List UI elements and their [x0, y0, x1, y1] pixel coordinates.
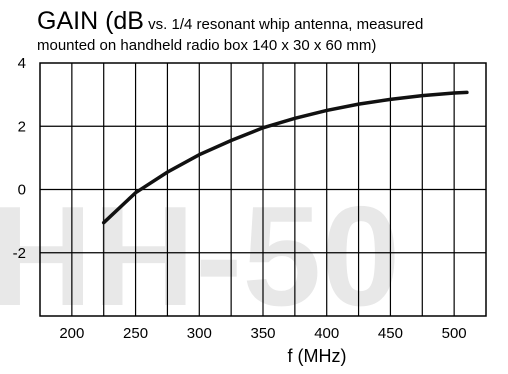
x-tick-label: 400 — [314, 325, 339, 342]
x-tick-label: 200 — [59, 325, 84, 342]
plot-frame — [39, 62, 487, 317]
y-tick-label: 2 — [18, 118, 26, 135]
chart-title-main: GAIN (dB — [37, 7, 144, 35]
watermark-text: HH-50 — [0, 177, 400, 336]
y-tick-label: -2 — [13, 245, 26, 262]
x-tick-label: 300 — [187, 325, 212, 342]
chart-title-line1: GAIN (dB vs. 1/4 resonant whip antenna, … — [37, 7, 423, 35]
chart-title-line2: mounted on handheld radio box 140 x 30 x… — [37, 37, 376, 54]
gain-curve — [101, 90, 469, 225]
x-tick-label: 250 — [123, 325, 148, 342]
x-tick-label: 350 — [250, 325, 275, 342]
y-tick-labels: 4 2 0 -2 — [13, 55, 26, 262]
y-tick-label: 0 — [18, 182, 26, 199]
y-tick-label: 4 — [18, 55, 26, 72]
grid — [40, 63, 486, 316]
x-axis-label: f (MHz) — [288, 346, 347, 366]
x-tick-labels: 200 250 300 350 400 450 500 — [59, 325, 466, 342]
x-tick-label: 450 — [378, 325, 403, 342]
chart-title-rest: vs. 1/4 resonant whip antenna, measured — [144, 16, 423, 33]
x-tick-label: 500 — [442, 325, 467, 342]
